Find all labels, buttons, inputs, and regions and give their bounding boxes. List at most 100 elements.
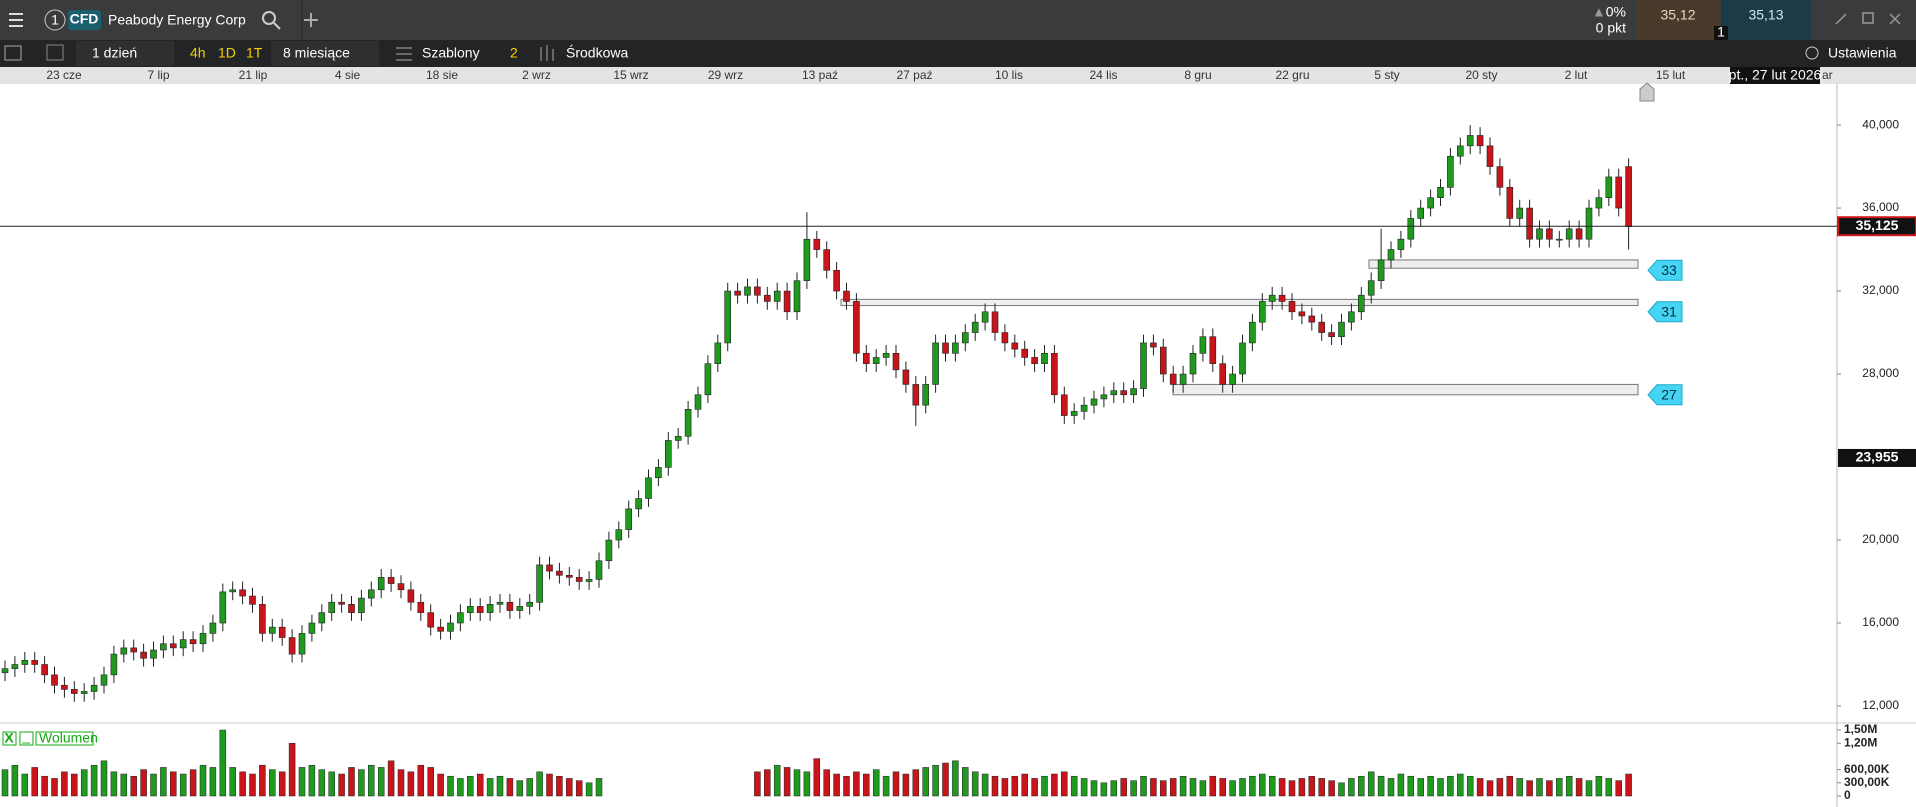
- volume-bar: [427, 767, 434, 797]
- instrument-name[interactable]: Peabody Energy Corp: [108, 12, 246, 28]
- candle-body: [1466, 135, 1474, 147]
- volume-bar: [556, 775, 563, 797]
- range[interactable]: 8 miesiące: [283, 45, 350, 61]
- volume-bar: [991, 775, 999, 797]
- candle-body: [1268, 294, 1276, 302]
- candle-body: [51, 674, 58, 686]
- candle-body: [882, 352, 890, 358]
- candle-body: [526, 601, 534, 607]
- candle-body: [1070, 411, 1078, 416]
- volume-bar: [486, 778, 494, 797]
- candle-body: [575, 577, 583, 582]
- chart-type[interactable]: Środkowa: [566, 44, 628, 61]
- volume-bar: [882, 775, 890, 797]
- volume-bar: [288, 742, 296, 797]
- candle-body: [1278, 294, 1286, 302]
- volume-bar: [981, 773, 989, 797]
- volume-bar: [1070, 775, 1078, 797]
- candle-body: [417, 601, 425, 613]
- candle-body: [1298, 311, 1306, 317]
- volume-bar: [1249, 775, 1256, 797]
- volume-bar: [467, 775, 474, 797]
- candle-body: [1090, 398, 1098, 406]
- volume-title: Wolumen: [39, 730, 98, 746]
- candle-body: [714, 342, 722, 364]
- candle-body: [80, 691, 88, 694]
- candle-body: [1051, 352, 1058, 396]
- candle-body: [625, 508, 633, 530]
- volume-bar: [843, 775, 850, 797]
- candle-body: [348, 604, 355, 613]
- candle-body: [160, 643, 167, 651]
- volume-bar: [1506, 775, 1514, 797]
- candle-body: [664, 440, 672, 468]
- volume-bar: [1189, 778, 1197, 797]
- volume-bar: [1575, 778, 1583, 797]
- x-tick-label: 15 lut: [1656, 68, 1686, 82]
- candle-body: [1229, 373, 1236, 385]
- level-zone: [1172, 383, 1639, 396]
- x-tick-label: 2 lut: [1565, 68, 1588, 82]
- cursor-date: pt., 27 lut 2026: [1729, 67, 1822, 83]
- volume-bar: [348, 767, 355, 797]
- volume-bar: [1397, 773, 1405, 797]
- add-tab[interactable]: [304, 13, 318, 27]
- quick-interval[interactable]: 1D: [218, 45, 236, 61]
- candle-body: [1367, 280, 1375, 296]
- date-row: [0, 67, 1916, 84]
- quick-interval[interactable]: 1T: [246, 45, 263, 61]
- volume-bar: [1476, 778, 1484, 797]
- volume-bar: [575, 780, 583, 797]
- scroll-marker[interactable]: [1639, 82, 1655, 102]
- volume-bar: [417, 764, 425, 797]
- volume-bar: [1140, 775, 1147, 797]
- volume-title-box: [35, 731, 94, 746]
- volume-bar: [110, 771, 118, 797]
- volume-bar: [1, 769, 9, 797]
- candle-body: [922, 384, 930, 406]
- candle-body: [1011, 342, 1019, 350]
- volume-bar: [1466, 775, 1474, 797]
- menu-icon[interactable]: [9, 13, 23, 27]
- volume-bar: [150, 773, 157, 797]
- volume-close-box[interactable]: [2, 731, 17, 746]
- templates[interactable]: Szablony: [422, 45, 480, 61]
- volume-bar: [61, 771, 68, 797]
- candle-body: [694, 394, 702, 410]
- last-price-box: [1837, 216, 1916, 237]
- volume-bar: [1130, 780, 1137, 797]
- volume-bar: [1229, 780, 1236, 797]
- volume-bar: [1051, 773, 1058, 797]
- candle-body: [1209, 336, 1217, 364]
- candle-body: [684, 409, 692, 437]
- x-tick-label: 5 sty: [1374, 68, 1399, 82]
- volume-min-box[interactable]: [19, 731, 34, 746]
- buy-box[interactable]: [1721, 0, 1811, 40]
- volume-bar: [1427, 775, 1434, 797]
- volume-bar: [308, 764, 316, 797]
- interval-box[interactable]: [76, 41, 174, 66]
- level-label: 27: [1661, 386, 1677, 402]
- sell-box[interactable]: [1637, 0, 1720, 40]
- window-controls[interactable]: [1835, 12, 1901, 25]
- settings[interactable]: Ustawienia: [1828, 45, 1897, 61]
- search-icon[interactable]: [262, 11, 281, 30]
- list-icon[interactable]: [4, 45, 22, 61]
- indicator-count[interactable]: 2: [510, 45, 518, 61]
- candle-body: [259, 604, 266, 634]
- candle-body: [1239, 342, 1246, 375]
- settings-icon[interactable]: [1805, 46, 1819, 60]
- range-box[interactable]: [271, 41, 379, 66]
- volume-close[interactable]: X: [4, 730, 14, 746]
- volume-bar: [823, 769, 830, 797]
- volume-minimize[interactable]: _: [21, 728, 30, 744]
- interval[interactable]: 1 dzień: [92, 45, 137, 61]
- candle-body: [763, 294, 771, 302]
- volume-bar: [1021, 773, 1028, 797]
- volume-bar: [1160, 780, 1167, 797]
- candle-body: [100, 674, 108, 686]
- candle-body: [1199, 336, 1207, 354]
- layout-icon[interactable]: [46, 44, 64, 61]
- quick-interval[interactable]: 4h: [190, 45, 206, 61]
- volume-bar: [170, 771, 177, 797]
